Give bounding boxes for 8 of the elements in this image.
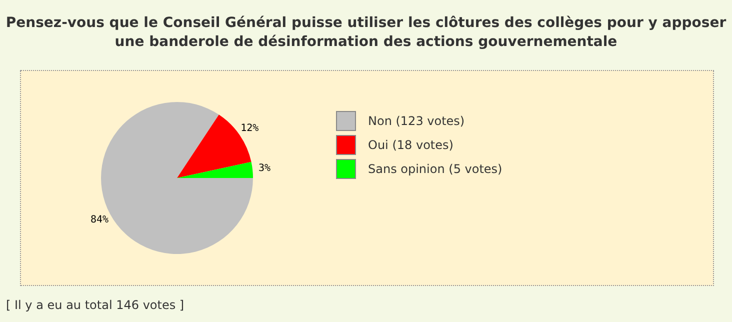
legend-label: Oui (18 votes) [368, 138, 454, 152]
data-label: 12% [240, 122, 259, 134]
legend-label: Sans opinion (5 votes) [368, 162, 502, 176]
legend-label: Non (123 votes) [368, 114, 465, 128]
text: [ Il y a eu au total 146 votes ] [6, 298, 184, 312]
data-label: 3% [258, 163, 271, 174]
chart-title: Pensez-vous que le Conseil Général puisse utiliser les clôtures des collèges pour y apposer une banderole de désinformation des actions gouvernementale [4, 14, 728, 52]
data-label: 84% [90, 214, 109, 226]
